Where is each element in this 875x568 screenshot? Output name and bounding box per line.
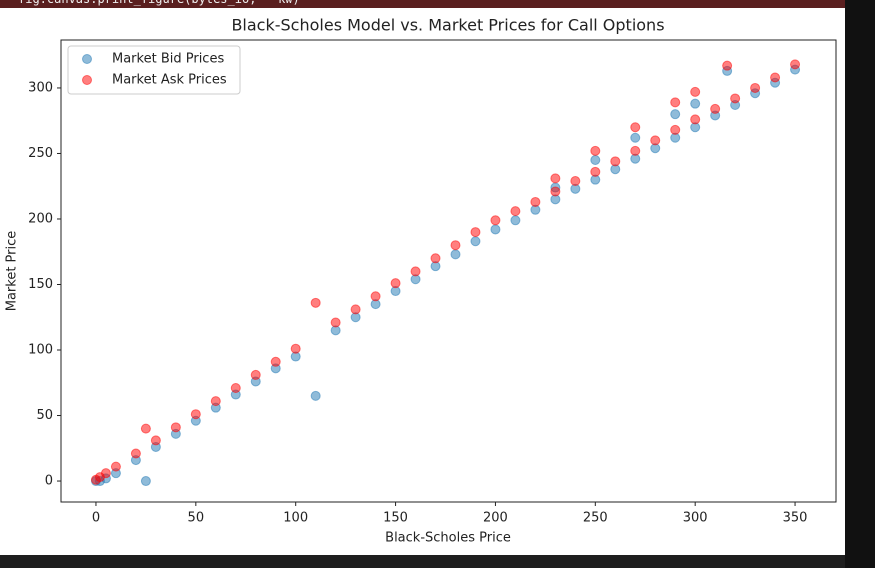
x-tick-label: 250 (583, 511, 608, 526)
output-header: fig.canvas.print_figure(bytes_io, **kw) (0, 0, 845, 8)
point (570, 175, 581, 186)
legend-label: Market Ask Prices (112, 73, 227, 88)
y-tick-label: 250 (28, 146, 53, 161)
point (370, 291, 381, 302)
y-axis-label: Market Price (5, 231, 20, 312)
point (690, 98, 701, 109)
point (670, 109, 681, 120)
point (630, 122, 641, 133)
point (140, 476, 151, 487)
point (390, 278, 401, 289)
point (590, 166, 601, 177)
point (550, 173, 561, 184)
point (730, 93, 741, 104)
header-text: fig.canvas.print_figure(bytes_io, **kw) (18, 0, 300, 6)
x-tick-label: 150 (383, 511, 408, 526)
scrollbar (845, 0, 875, 568)
point (510, 206, 521, 217)
point (170, 422, 181, 433)
point (510, 215, 521, 226)
point (610, 156, 621, 167)
point (710, 103, 721, 114)
y-tick-label: 50 (36, 408, 53, 423)
x-axis-label: Black-Scholes Price (385, 531, 511, 546)
y-tick-label: 200 (28, 211, 53, 226)
x-tick-label: 100 (283, 511, 308, 526)
chart-title: Black-Scholes Model vs. Market Prices fo… (231, 16, 664, 35)
point (290, 343, 301, 354)
point (690, 86, 701, 97)
plot-area (90, 59, 801, 487)
point (150, 435, 161, 446)
y-tick-label: 100 (28, 343, 53, 358)
point (310, 297, 321, 308)
point (230, 383, 241, 394)
point (470, 236, 481, 247)
point (650, 135, 661, 146)
point (530, 196, 541, 207)
point (310, 390, 321, 401)
point (130, 448, 141, 459)
point (630, 145, 641, 156)
point (690, 114, 701, 125)
point (210, 396, 221, 407)
point (110, 461, 121, 472)
point (490, 215, 501, 226)
point (590, 145, 601, 156)
legend-marker (82, 75, 92, 85)
y-tick-label: 300 (28, 80, 53, 95)
point (790, 59, 801, 70)
point (250, 369, 261, 380)
point (190, 409, 201, 420)
y-tick-label: 150 (28, 277, 53, 292)
x-tick-label: 50 (188, 511, 205, 526)
point (550, 186, 561, 197)
point (670, 124, 681, 135)
point (410, 266, 421, 277)
legend-marker (82, 54, 92, 64)
point (770, 72, 781, 83)
point (670, 97, 681, 108)
legend-label: Market Bid Prices (112, 52, 224, 67)
point (100, 468, 111, 479)
legend-box (67, 45, 241, 95)
point (270, 356, 281, 367)
x-tick-label: 350 (783, 511, 808, 526)
point (450, 249, 461, 260)
x-tick-label: 300 (683, 511, 708, 526)
bottom-bar (0, 555, 845, 568)
point (430, 253, 441, 264)
point (490, 224, 501, 235)
y-tick-label: 0 (45, 474, 53, 489)
x-tick-label: 200 (483, 511, 508, 526)
point (330, 317, 341, 328)
point (590, 155, 601, 166)
point (140, 423, 151, 434)
chart: Black-Scholes Model vs. Market Prices fo… (0, 8, 845, 555)
point (450, 240, 461, 251)
axes-frame (60, 39, 837, 503)
x-tick-label: 0 (92, 511, 100, 526)
point (750, 82, 761, 93)
figure-background (0, 8, 845, 555)
point (350, 304, 361, 315)
point (470, 227, 481, 238)
point (630, 132, 641, 143)
point (722, 60, 733, 71)
